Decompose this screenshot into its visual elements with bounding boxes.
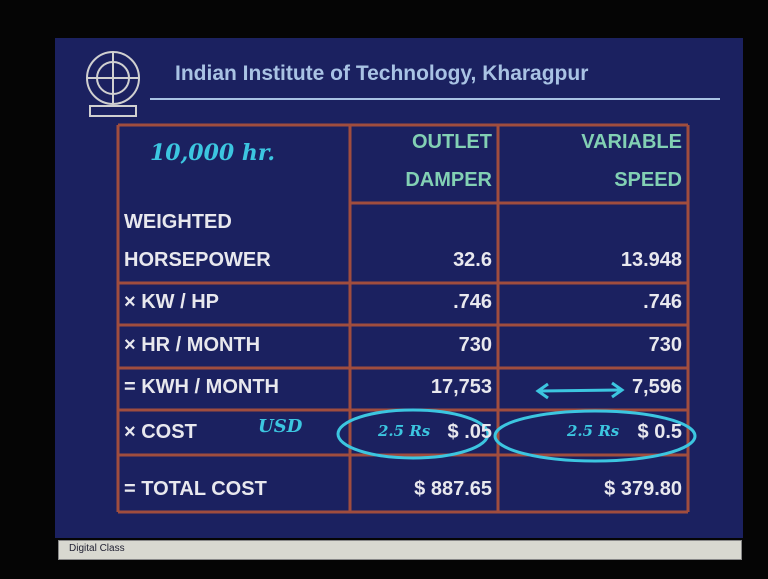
logo <box>86 51 140 117</box>
cell-value: 32.6 <box>453 249 492 271</box>
toolbar: Digital Class <box>58 540 742 560</box>
row-label: × COST <box>124 421 197 443</box>
cell-value: 17,753 <box>430 376 492 398</box>
annotation: 2.5 Rs <box>567 422 620 440</box>
cell-value: $ 0.5 <box>637 421 682 443</box>
column-header: OUTLET DAMPER <box>405 131 492 191</box>
column-header: VARIABLE SPEED <box>581 131 682 191</box>
annotation: USD <box>258 416 303 437</box>
annotation: 10,000 hr. <box>150 140 276 166</box>
toolbar-label[interactable]: Digital Class <box>69 543 125 554</box>
cell-value: $ .05 <box>447 421 492 443</box>
title: Indian Institute of Technology, Kharagpu… <box>175 62 589 85</box>
cell-value: 730 <box>648 334 682 356</box>
row-label: × HR / MONTH <box>124 334 261 356</box>
cell-value: 730 <box>458 334 492 356</box>
row-label: × KW / HP <box>124 291 220 313</box>
row-label: WEIGHTED HORSEPOWER <box>124 211 271 271</box>
ink <box>336 381 697 463</box>
cell-value: .746 <box>453 291 492 313</box>
cell-value: .746 <box>643 291 682 313</box>
row-label: = KWH / MONTH <box>124 376 279 398</box>
cell-value: 13.948 <box>620 249 682 271</box>
row-label: = TOTAL COST <box>124 478 267 500</box>
annotation: 2.5 Rs <box>378 422 431 440</box>
title-rule <box>150 98 720 100</box>
cell-value: 7,596 <box>631 376 682 398</box>
cell-value: $ 379.80 <box>604 478 682 500</box>
cell-value: $ 887.65 <box>414 478 492 500</box>
